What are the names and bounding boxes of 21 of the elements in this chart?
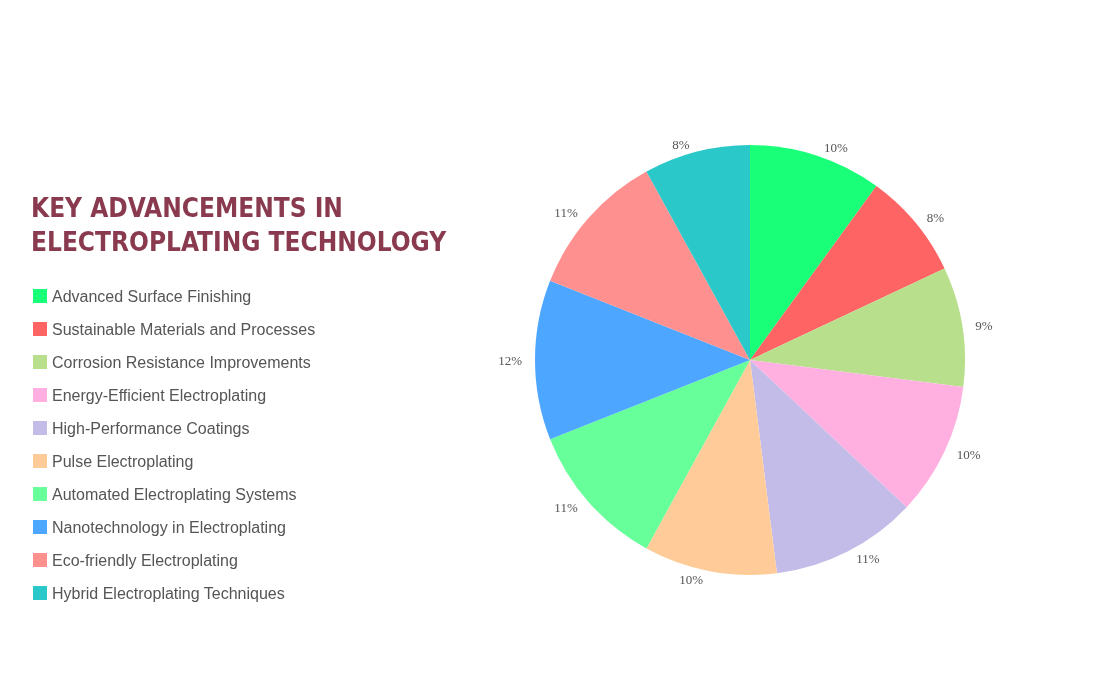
legend-label: Pulse Electroplating — [52, 452, 194, 470]
data-label: 11% — [856, 551, 880, 567]
text: KEY ADVANCEMENTS IN ELECTROPLATING TECHNOLOGY — [31, 193, 448, 257]
legend-label: Energy-Efficient Electroplating — [52, 386, 267, 404]
data-label: 8% — [672, 136, 690, 152]
legend-label: Sustainable Materials and Processes — [52, 320, 316, 338]
data-label: 8% — [926, 210, 945, 226]
legend-label: Corrosion Resistance Improvements — [52, 353, 311, 371]
legend-label: Hybrid Electroplating Techniques — [52, 584, 285, 602]
legend-label: High-Performance Coatings — [52, 419, 250, 437]
data-label: 10% — [823, 140, 848, 156]
legend-label: Nanotechnology in Electroplating — [52, 518, 286, 536]
legend-label: Eco-friendly Electroplating — [52, 551, 238, 569]
data-label: 12% — [498, 352, 523, 368]
legend-label: Advanced Surface Finishing — [52, 287, 252, 305]
data-label: 10% — [956, 447, 981, 463]
data-label: 11% — [554, 499, 578, 515]
data-label: 9% — [975, 317, 993, 333]
data-label: 11% — [554, 205, 578, 221]
data-label: 10% — [679, 571, 704, 587]
legend-label: Automated Electroplating Systems — [52, 485, 297, 503]
